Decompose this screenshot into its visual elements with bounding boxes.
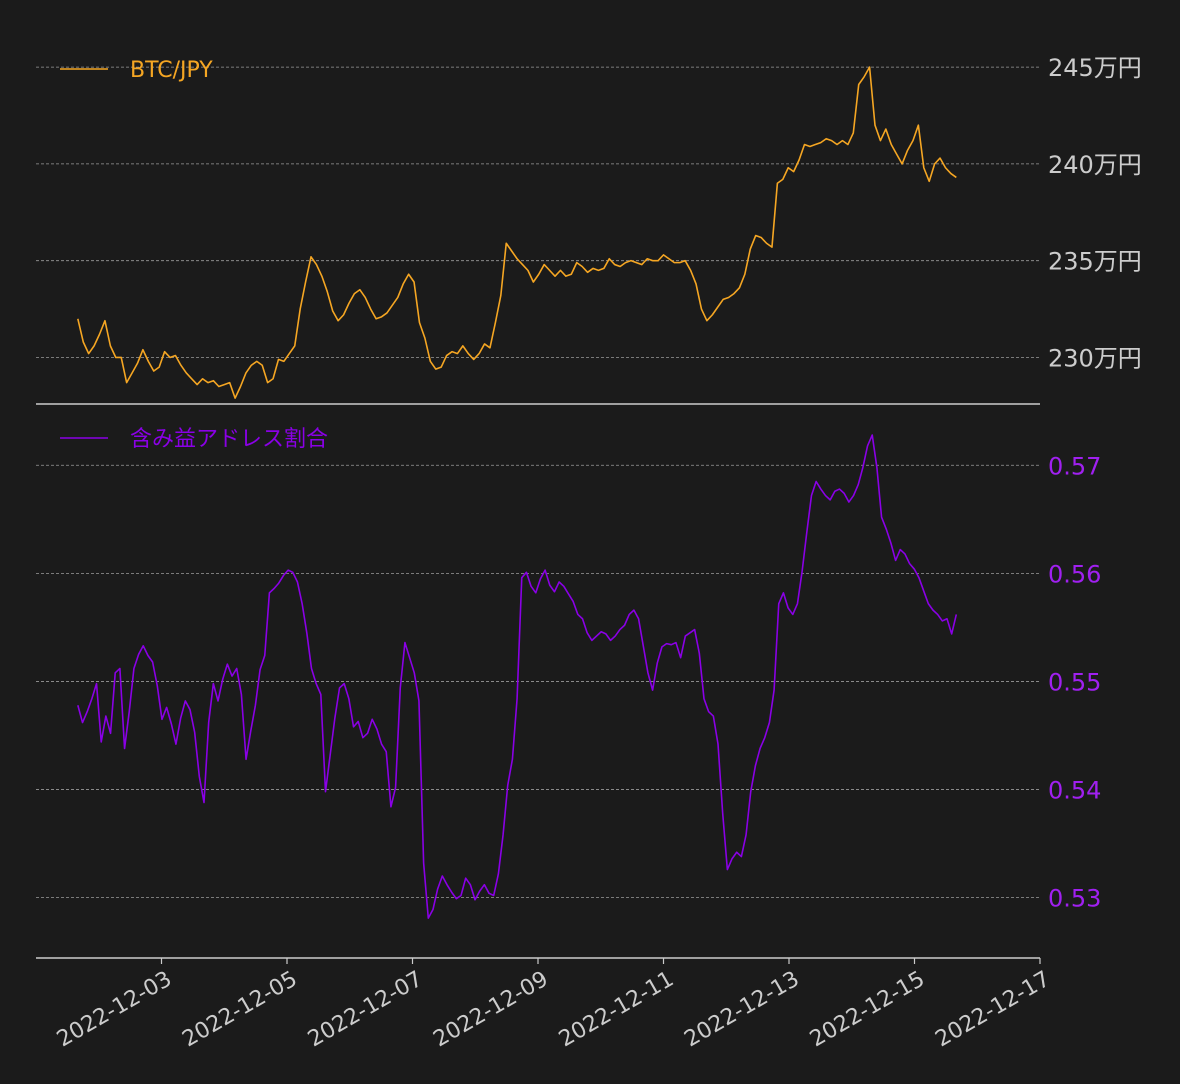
- ratio-panel: 0.53 0.54 0.55 0.56 0.57 含み益アドレス割合: [36, 427, 1101, 959]
- price-series-line: [77, 66, 957, 399]
- ratio-legend-label: 含み益アドレス割合: [130, 427, 328, 452]
- price-legend-label: BTC/JPY: [130, 58, 213, 83]
- price-y-tick-label: 240万円: [1048, 151, 1142, 179]
- ratio-y-tick-label: 0.53: [1048, 885, 1101, 913]
- ratio-y-tick-label: 0.56: [1048, 560, 1101, 588]
- ratio-series-line: [77, 434, 958, 919]
- price-panel: 230万円 235万円 240万円 245万円 BTC/JPY: [36, 54, 1142, 405]
- ratio-y-tick-label: 0.55: [1048, 668, 1101, 696]
- price-y-tick-label: 230万円: [1048, 344, 1142, 372]
- price-y-tick-label: 235万円: [1048, 248, 1142, 276]
- ratio-y-tick-label: 0.54: [1048, 777, 1101, 805]
- price-y-tick-label: 245万円: [1048, 54, 1142, 82]
- ratio-y-tick-label: 0.57: [1048, 452, 1101, 480]
